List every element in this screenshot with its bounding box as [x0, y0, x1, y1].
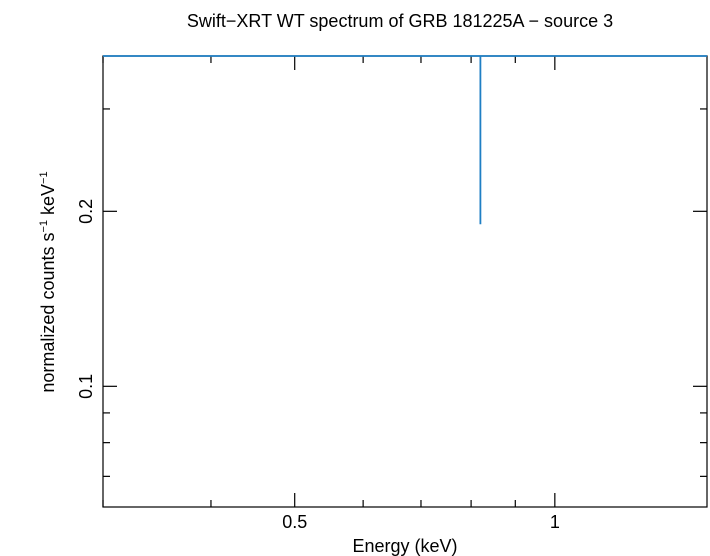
spectrum-series-line: [103, 55, 707, 225]
axis-ticks: [102, 56, 707, 507]
y-tick-label: 0.2: [76, 199, 96, 224]
x-axis-label: Energy (keV): [352, 536, 457, 556]
chart-title: Swift−XRT WT spectrum of GRB 181225A − s…: [187, 11, 613, 31]
y-axis-label-main: normalized counts s: [38, 233, 58, 393]
y-axis-label-mid: keV: [38, 184, 58, 220]
x-tick-label: 1: [550, 512, 560, 532]
y-axis-label-sup2: −1: [38, 171, 50, 184]
x-tick-label: 0.5: [282, 512, 307, 532]
y-tick-label: 0.1: [76, 374, 96, 399]
y-axis-label: normalized counts s−1 keV−1: [38, 171, 58, 392]
y-axis-label-sup1: −1: [38, 220, 50, 233]
series-layer: [103, 55, 707, 225]
plot-frame: [102, 55, 708, 508]
